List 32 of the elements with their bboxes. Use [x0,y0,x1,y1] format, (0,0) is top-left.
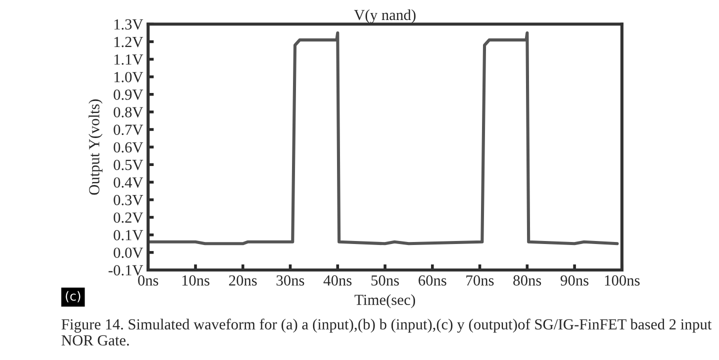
y-tick-label: 0.2V [114,212,144,223]
y-tick-label: 1.2V [114,36,144,48]
y-tick-label: 0.5V [114,160,144,170]
x-tick-label: 0ns [138,275,158,286]
x-tick-label: 20ns [229,275,257,286]
y-tick-label: 0.1V [114,230,144,240]
y-tick-label: 0.6V [114,142,144,153]
y-tick-label: 0.3V [114,194,144,206]
y-axis-title: Output Y(volts) [88,99,102,195]
x-tick-label: 90ns [560,275,588,286]
x-tick-label: 60ns [418,275,446,286]
y-tick-label: 1.3V [114,19,144,30]
y-tick-label: 1.0V [114,72,144,82]
y-tick-label: 0.8V [114,107,144,118]
chart-title: V(y nand) [354,9,416,24]
text: (c) [66,291,80,302]
y-tick-label: 0.9V [114,90,144,100]
x-tick-label: 100ns [605,275,640,286]
y-tick-label: 0.0V [114,248,144,258]
x-tick-label: 10ns [182,275,210,286]
x-tick-label: 70ns [466,275,494,286]
x-axis-title: Time(sec) [354,294,416,308]
x-tick-label: 30ns [276,275,304,286]
y-tick-label: 1.1V [114,54,144,65]
y-tick-label: 0.7V [114,124,144,136]
y-tick-label: -0.1V [108,265,144,276]
x-tick-label: 50ns [371,275,399,286]
y-tick-label: 0.4V [114,177,144,188]
caption: Figure 14. Simulated waveform for (a) a (input),(b) b (input),(c) y (output)of SG/IG-FinFET based 2 input NOR Gate. [62,318,712,346]
x-tick-label: 40ns [324,275,352,286]
line-series [148,31,619,246]
x-tick-label: 80ns [513,275,542,286]
